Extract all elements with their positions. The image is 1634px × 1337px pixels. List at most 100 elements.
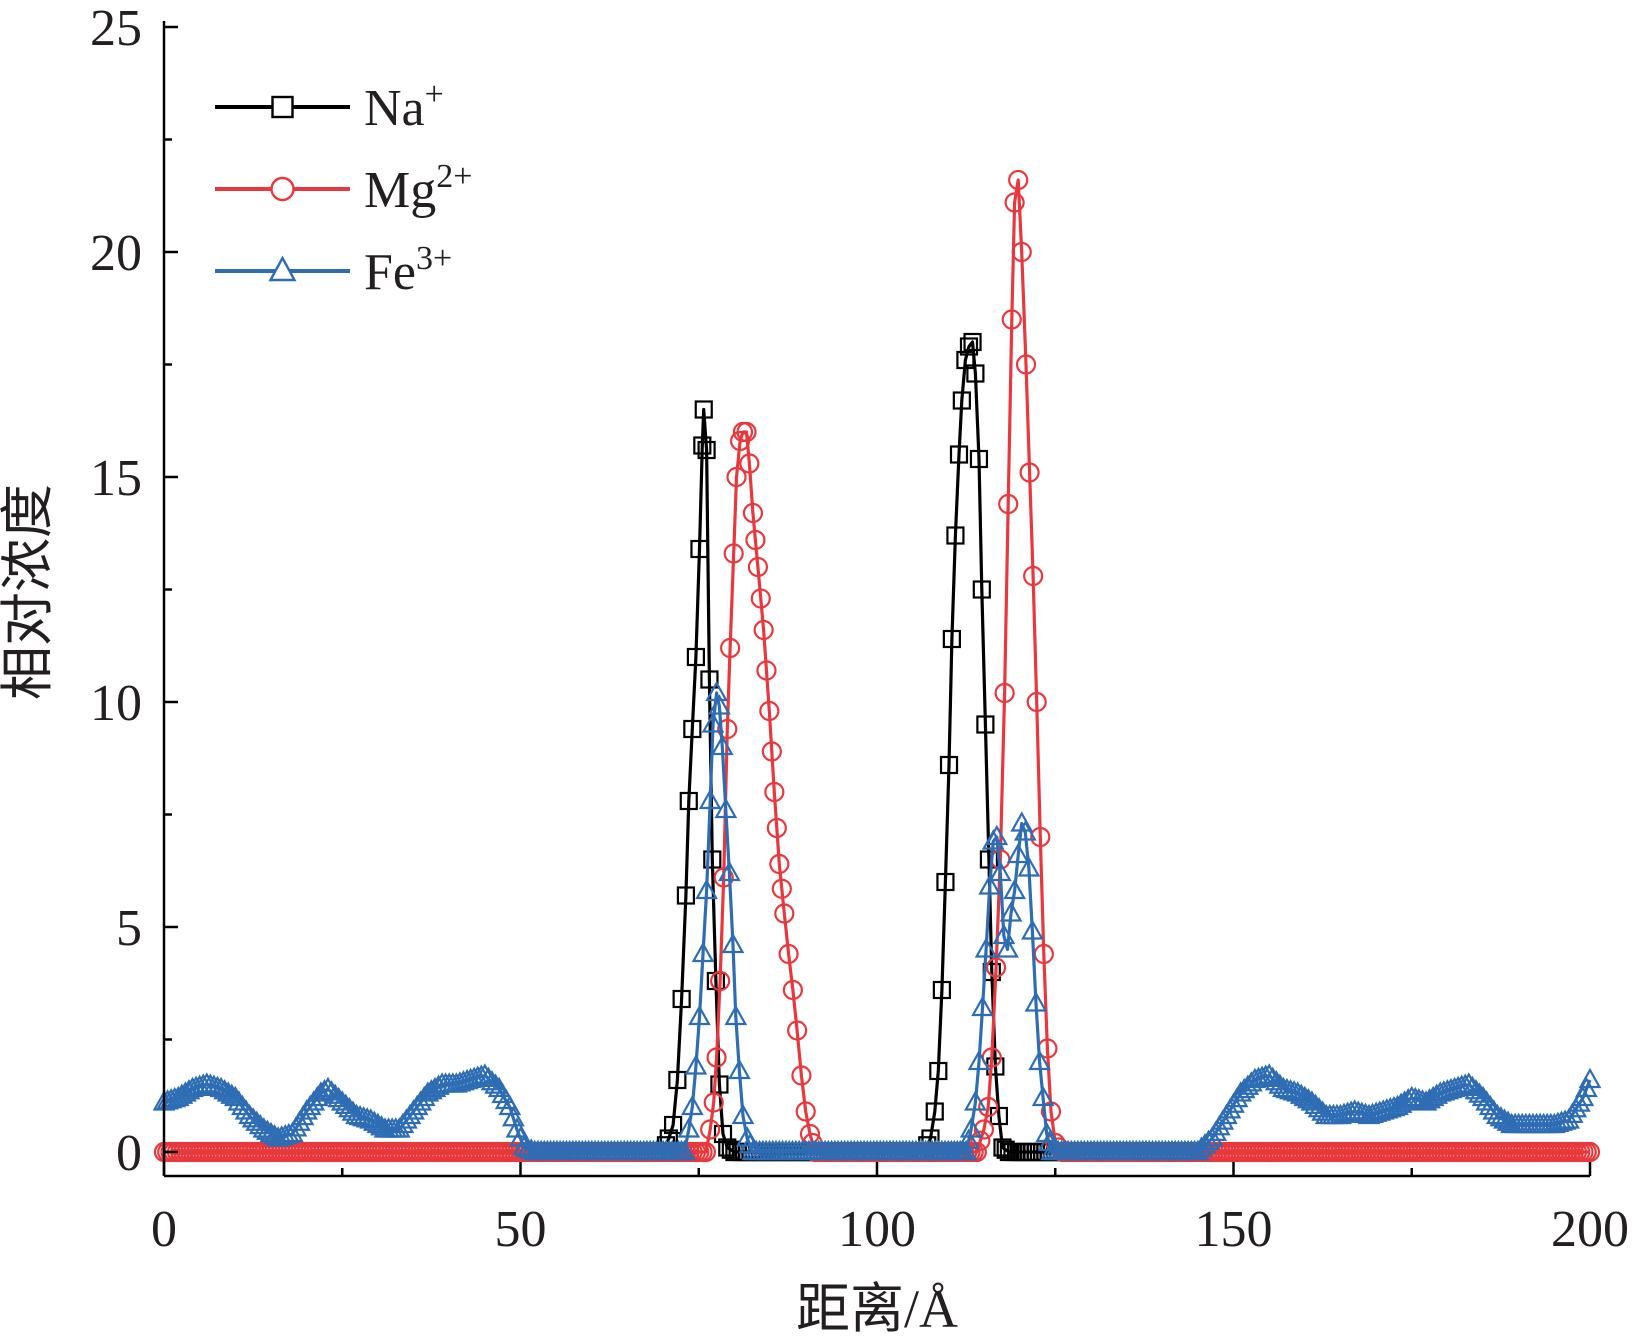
- data-point-na: [993, 1138, 1012, 1157]
- data-point-na: [693, 436, 712, 455]
- data-point-fe: [1578, 1067, 1602, 1089]
- data-point-mg: [1026, 691, 1047, 713]
- data-point-fe: [466, 1065, 490, 1086]
- data-point-fe: [238, 1103, 261, 1125]
- data-point-fe: [698, 788, 722, 810]
- data-point-fe: [701, 712, 725, 733]
- y-tick-label: 5: [116, 900, 142, 957]
- data-point-fe: [1257, 1063, 1281, 1084]
- data-point-mg: [700, 1119, 721, 1140]
- data-point-fe: [728, 1058, 751, 1080]
- legend-item-fe: Fe3+: [215, 240, 452, 301]
- x-tick-label: 0: [151, 1201, 177, 1258]
- data-point-na: [679, 791, 698, 811]
- data-point-na: [676, 886, 696, 905]
- series-fe: [152, 680, 1602, 1161]
- data-point-fe: [320, 1080, 343, 1101]
- data-point-na: [959, 337, 979, 356]
- data-point-fe: [971, 995, 994, 1017]
- data-point-na: [929, 1061, 948, 1081]
- data-point-fe: [1261, 1066, 1285, 1087]
- x-tick-label: 150: [1195, 1201, 1273, 1258]
- data-point-mg: [769, 853, 790, 875]
- data-point-mg: [1004, 192, 1025, 213]
- data-point-fe: [684, 1054, 708, 1075]
- x-tick-label: 50: [495, 1201, 547, 1258]
- data-point-na: [939, 755, 959, 775]
- data-point-fe: [999, 901, 1023, 922]
- data-point-fe: [1389, 1092, 1413, 1113]
- data-point-fe: [316, 1076, 340, 1098]
- data-point-mg: [1015, 354, 1037, 375]
- data-point-na: [672, 989, 691, 1009]
- data-point-mg: [739, 453, 760, 474]
- series-line-mg: [164, 178, 1590, 1154]
- x-axis-label: 距离/Å: [796, 1279, 958, 1337]
- data-point-na: [972, 580, 991, 599]
- data-point-mg: [771, 878, 792, 899]
- data-point-mg: [720, 637, 741, 659]
- data-point-fe: [721, 932, 745, 954]
- data-point-na: [956, 350, 975, 370]
- data-point-na: [996, 1140, 1015, 1159]
- data-point-fe: [1553, 1109, 1577, 1130]
- data-point-mg: [736, 421, 757, 443]
- data-point-na: [697, 440, 716, 460]
- ticks: 0 50 100 150 200 0 5 10 15 20 25: [90, 0, 1629, 1258]
- data-point-fe: [708, 694, 731, 715]
- data-point-mg: [791, 1065, 812, 1086]
- data-point-fe: [220, 1083, 244, 1104]
- series-line-fe: [163, 691, 1592, 1154]
- data-point-mg: [787, 1020, 808, 1041]
- data-point-fe: [327, 1086, 351, 1108]
- data-point-fe: [1450, 1074, 1474, 1095]
- y-tick-label: 10: [90, 675, 142, 732]
- data-point-na: [683, 719, 702, 739]
- data-point-fe: [1190, 1136, 1213, 1157]
- legend-item-na: Na+: [215, 76, 444, 137]
- data-point-fe: [241, 1107, 265, 1128]
- data-point-na: [979, 850, 999, 869]
- data-point-fe: [988, 860, 1012, 882]
- data-point-fe: [277, 1122, 301, 1144]
- data-point-mg: [970, 1130, 991, 1151]
- y-tick-label: 15: [90, 450, 142, 507]
- data-point-mg: [756, 660, 777, 681]
- data-point-na: [690, 539, 709, 559]
- data-point-fe: [423, 1076, 447, 1098]
- data-point-fe: [1460, 1075, 1484, 1096]
- data-point-mg: [703, 1092, 724, 1113]
- legend: Na+ Mg2+ Fe3+: [215, 76, 472, 301]
- data-point-fe: [992, 923, 1016, 945]
- data-point-mg: [761, 741, 782, 762]
- data-point-fe: [1186, 1139, 1210, 1161]
- data-point-fe: [985, 824, 1009, 846]
- data-point-fe: [964, 1090, 987, 1111]
- data-point-na: [686, 647, 705, 667]
- data-point-fe: [731, 1103, 755, 1125]
- data-point-mg: [1579, 1141, 1601, 1163]
- data-point-mg: [1023, 565, 1044, 587]
- data-point-fe: [1031, 1085, 1055, 1107]
- data-point-fe: [1024, 991, 1048, 1012]
- data-point-mg: [764, 781, 785, 803]
- data-point-na: [932, 980, 951, 1000]
- data-point-na: [703, 850, 722, 869]
- data-point-mg: [1001, 309, 1022, 330]
- data-point-fe: [1264, 1069, 1288, 1091]
- data-point-fe: [1035, 1121, 1059, 1143]
- legend-label: Fe3+: [364, 240, 452, 301]
- data-point-na: [694, 400, 713, 419]
- data-point-fe: [338, 1096, 361, 1118]
- data-point-na: [663, 1115, 683, 1135]
- data-point-mg: [1008, 169, 1029, 191]
- data-point-fe: [673, 1139, 696, 1161]
- data-point-fe: [1300, 1090, 1324, 1111]
- data-point-fe: [724, 1004, 748, 1026]
- data-point-fe: [1013, 820, 1037, 841]
- data-point-fe: [1464, 1078, 1488, 1100]
- data-point-fe: [954, 1139, 978, 1161]
- data-point-mg: [978, 1096, 999, 1118]
- data-point-fe: [1229, 1081, 1253, 1102]
